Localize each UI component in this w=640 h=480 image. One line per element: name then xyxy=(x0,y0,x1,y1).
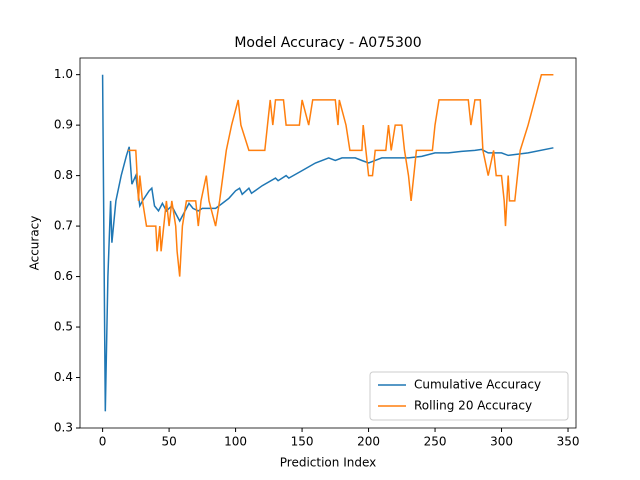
legend-box xyxy=(369,371,569,421)
y-tick-label: 0.8 xyxy=(54,168,73,182)
y-tick-label: 0.9 xyxy=(54,118,73,132)
x-tick-label: 0 xyxy=(99,435,107,449)
chart-title: Model Accuracy - A075300 xyxy=(234,35,421,51)
y-tick-label: 0.4 xyxy=(54,370,73,384)
plot-frame xyxy=(79,57,577,429)
x-tick-label: 350 xyxy=(557,435,580,449)
y-tick-label: 0.3 xyxy=(54,421,73,435)
x-tick-label: 150 xyxy=(291,435,314,449)
legend-label: Cumulative Accuracy xyxy=(414,378,541,392)
x-tick-label: 300 xyxy=(490,435,513,449)
y-axis-label: Accuracy xyxy=(28,216,42,271)
y-tick-label: 0.5 xyxy=(54,320,73,334)
x-axis-label: Prediction Index xyxy=(280,456,376,470)
legend-label: Rolling 20 Accuracy xyxy=(414,399,532,413)
y-tick-label: 0.7 xyxy=(54,219,73,233)
x-tick-label: 50 xyxy=(161,435,176,449)
y-tick-label: 1.0 xyxy=(54,67,73,81)
x-tick-label: 250 xyxy=(424,435,447,449)
x-tick-label: 200 xyxy=(357,435,380,449)
legend: Cumulative Accuracy Rolling 20 Accuracy xyxy=(369,371,569,421)
x-tick-label: 100 xyxy=(224,435,247,449)
series-line xyxy=(127,73,554,277)
y-tick-label: 0.6 xyxy=(54,269,73,283)
